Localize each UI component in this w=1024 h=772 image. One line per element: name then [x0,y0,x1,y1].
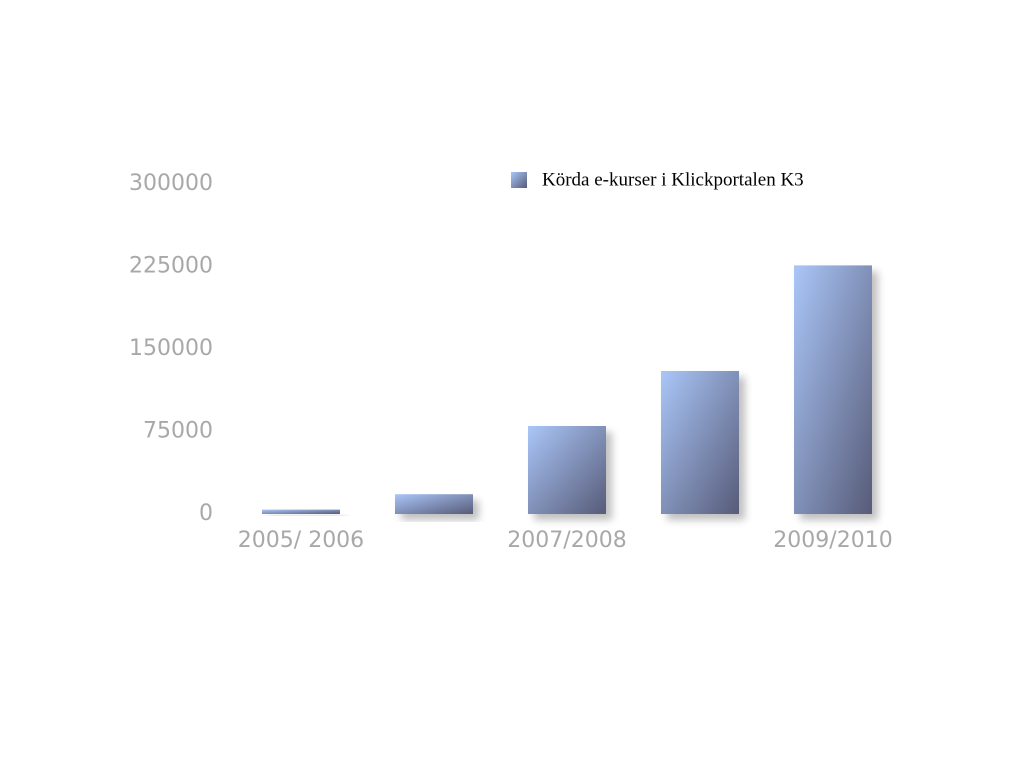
bar [794,265,872,514]
y-tick-label: 225000 [129,254,213,279]
y-tick-label: 75000 [143,419,213,444]
y-tick-label: 150000 [129,336,213,361]
bar [262,509,340,514]
bar [661,371,739,514]
x-tick-label: 2005/ 2006 [238,528,364,553]
legend-label: Körda e-kurser i Klickportalen K3 [542,169,804,190]
y-tick-label: 0 [199,501,213,526]
y-tick-label: 300000 [129,171,213,196]
bar [395,494,473,514]
x-tick-label: 2009/2010 [773,528,892,553]
x-tick-label: 2007/2008 [507,528,626,553]
bar [528,426,606,514]
legend-swatch [511,172,527,188]
